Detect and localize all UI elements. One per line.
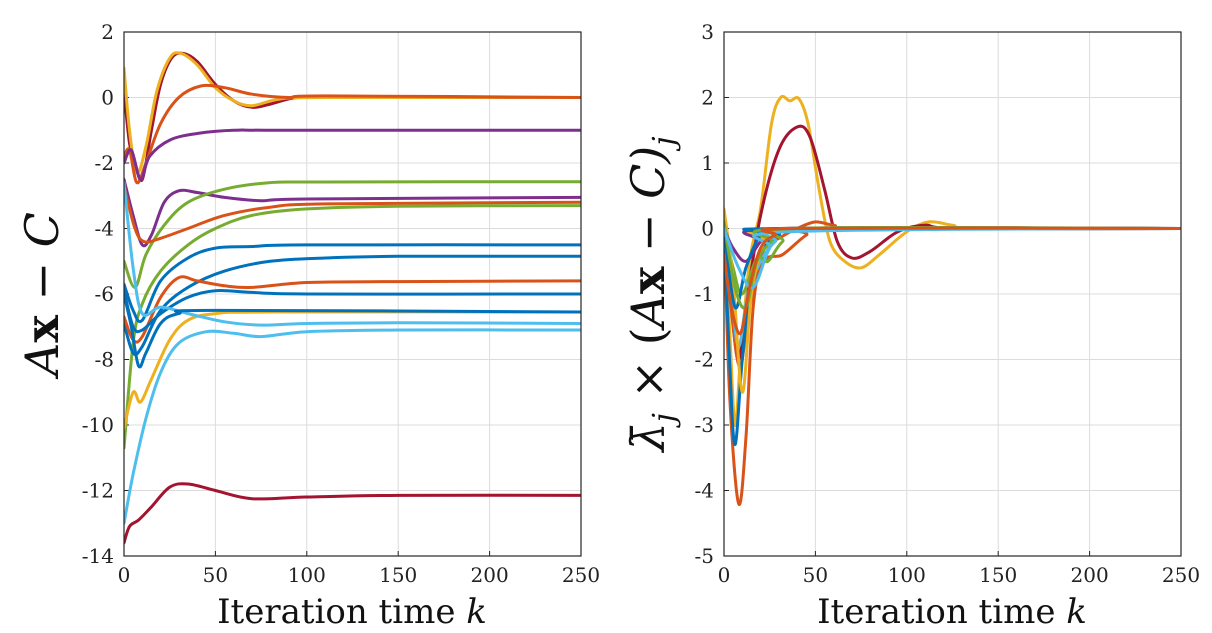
right-y-tick-label: 1 xyxy=(701,151,714,175)
left-y-tick-label: -8 xyxy=(95,348,114,372)
right-chart-panel: 0 50 100 150 200 250 3 2 1 0 -1 -2 -3 -4 -5 Iteration … xyxy=(621,20,1200,632)
left-x-tick-label: 150 xyxy=(379,563,417,587)
left-y-tick-label: -10 xyxy=(82,413,114,437)
right-y-tick-label: 0 xyxy=(701,217,714,241)
right-series-lines xyxy=(724,94,1181,506)
left-tick-labels: 0 50 100 150 200 250 2 0 -2 -4 -6 -8 -10 -12 -14 xyxy=(82,20,600,587)
left-y-tick-label: 2 xyxy=(101,20,114,44)
right-axes-frame xyxy=(723,31,1182,557)
left-series-line-7 xyxy=(124,184,581,244)
left-series-line-12 xyxy=(124,289,581,334)
left-series-line-17 xyxy=(124,482,581,545)
right-x-tick-label: 0 xyxy=(718,563,731,587)
right-y-axis-label: λ̄j × (Ax − C)j xyxy=(621,136,682,453)
left-series-line-3 xyxy=(124,83,581,185)
right-x-tick-label: 250 xyxy=(1162,563,1200,587)
right-y-tick-label: 2 xyxy=(701,86,714,110)
left-x-tick-label: 100 xyxy=(288,563,326,587)
left-y-tick-label: 0 xyxy=(101,86,114,110)
left-x-tick-label: 250 xyxy=(562,563,600,587)
right-tick-labels: 0 50 100 150 200 250 3 2 1 0 -1 -2 -3 -4 -5 xyxy=(695,20,1201,587)
left-axes-frame xyxy=(123,31,582,557)
left-y-tick-label: -2 xyxy=(95,151,114,175)
right-x-axis-label: Iteration time k xyxy=(817,592,1087,632)
right-series-group xyxy=(724,94,1181,506)
left-y-tick-label: -14 xyxy=(82,544,114,568)
left-series-line-14 xyxy=(124,181,581,327)
right-y-tick-label: -5 xyxy=(695,544,714,568)
left-x-axis-label: Iteration time k xyxy=(217,592,487,632)
left-series-line-4 xyxy=(124,128,581,181)
left-y-axis-label: Ax − C xyxy=(15,212,69,380)
right-y-tick-label: -3 xyxy=(695,413,714,437)
left-x-tick-label: 50 xyxy=(203,563,228,587)
left-x-tick-label: 200 xyxy=(471,563,509,587)
left-series-group xyxy=(124,51,581,545)
right-x-tick-label: 200 xyxy=(1071,563,1109,587)
right-x-tick-label: 50 xyxy=(803,563,828,587)
right-y-tick-label: -2 xyxy=(695,348,714,372)
right-series-line-13 xyxy=(724,226,1181,336)
left-y-tick-label: -4 xyxy=(95,217,114,241)
left-y-tick-label: -6 xyxy=(95,282,114,306)
left-x-tick-label: 0 xyxy=(118,563,131,587)
left-series-lines xyxy=(124,51,581,545)
left-series-line-5 xyxy=(124,177,581,248)
left-series-line-8 xyxy=(124,204,581,450)
right-x-tick-label: 100 xyxy=(888,563,926,587)
left-y-tick-label: -12 xyxy=(82,479,114,503)
left-series-line-11 xyxy=(124,275,581,344)
right-y-tick-label: 3 xyxy=(701,20,714,44)
left-chart-panel: 0 50 100 150 200 250 2 0 -2 -4 -6 -8 -10 -12 -14 Itera… xyxy=(15,20,600,632)
left-series-line-10 xyxy=(124,254,581,357)
left-series-line-6 xyxy=(124,180,581,289)
right-x-tick-label: 150 xyxy=(979,563,1017,587)
left-series-line-16 xyxy=(124,292,581,369)
left-series-line-15 xyxy=(124,328,581,525)
right-y-tick-label: -4 xyxy=(695,479,714,503)
left-series-line-9 xyxy=(124,243,581,324)
right-y-tick-label: -1 xyxy=(695,282,714,306)
